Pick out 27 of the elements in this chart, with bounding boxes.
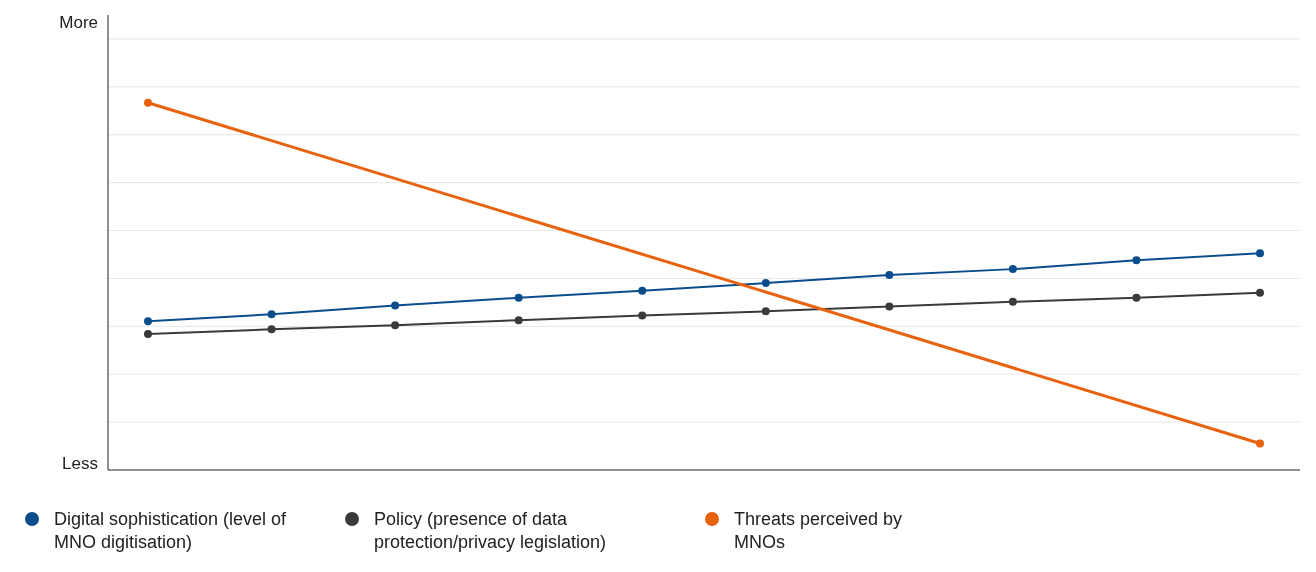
point [1008,297,1017,306]
point [761,279,770,288]
point [885,271,894,279]
point [1132,256,1141,265]
point [1256,249,1264,258]
point [514,293,523,302]
point [1132,293,1141,302]
legend-label: Threats perceived by MNOs [734,508,904,554]
point [638,286,647,295]
point [144,98,152,107]
point [144,330,152,339]
point [761,307,770,316]
text: Less [61,454,98,474]
legend-label: Policy (presence of data protection/privacy legislation) [374,508,608,554]
point [267,310,276,319]
point [391,321,400,330]
point [885,302,894,311]
point [391,301,400,310]
point [1256,439,1264,448]
point [1256,288,1264,297]
legend-label: Digital sophistication (level of MNO digitisation) [54,508,288,554]
point [514,316,523,325]
point [267,325,276,334]
point [638,311,647,320]
point [144,317,152,326]
text: More [58,13,98,33]
point [1008,265,1017,274]
